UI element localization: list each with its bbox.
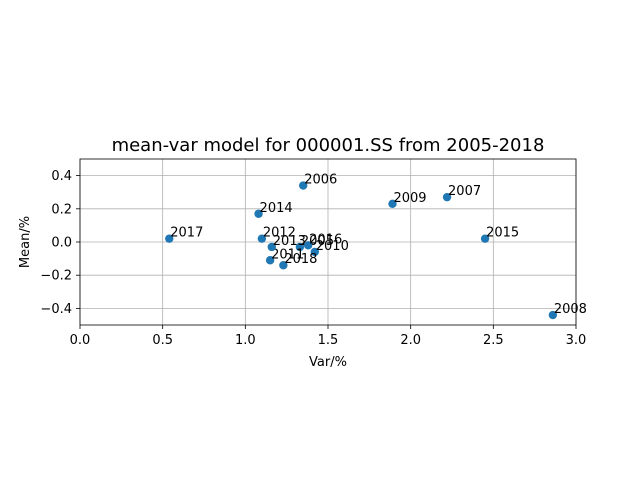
y-tick-label: −0.4 <box>40 302 72 317</box>
point-label: 2007 <box>448 184 481 199</box>
y-axis-label: Mean/% <box>18 216 33 268</box>
chart-title: mean-var model for 000001.SS from 2005-2… <box>112 135 545 156</box>
y-tick-label: 0.2 <box>51 202 72 217</box>
data-point <box>254 209 263 218</box>
data-point <box>267 242 276 252</box>
point-label: 2015 <box>486 226 519 241</box>
x-tick-label: 1.5 <box>318 333 339 348</box>
point-label: 2008 <box>554 302 587 317</box>
data-point <box>257 234 267 243</box>
axis-ticks: 0.0 0.5 1.0 1.5 2.0 2.5 3.0 −0.4 −0.2 0.0 0.2 0.4 <box>40 169 586 348</box>
data-point <box>265 256 275 265</box>
point-label: 2013 <box>273 234 306 249</box>
data-point <box>279 261 288 270</box>
data-point <box>480 234 490 243</box>
plot-frame <box>79 158 577 326</box>
data-point <box>303 241 313 250</box>
data-point <box>165 234 174 243</box>
x-tick-label: 2.5 <box>483 333 504 348</box>
y-tick-label: 0.4 <box>51 169 72 184</box>
point-label: 2012 <box>263 226 296 241</box>
point-label: 2010 <box>316 239 349 254</box>
point-label: 2017 <box>170 226 203 241</box>
grid <box>79 159 577 325</box>
data-point <box>442 192 452 202</box>
point-label: 2018 <box>284 252 317 267</box>
x-tick-label: 2.0 <box>400 333 421 348</box>
data-point <box>295 242 305 252</box>
point-label: 2011 <box>271 247 304 262</box>
data-point <box>548 310 558 320</box>
data-point <box>299 181 308 190</box>
x-tick-label: 0.0 <box>70 333 91 348</box>
y-tick-label: 0.0 <box>51 236 72 251</box>
data-point <box>310 247 319 257</box>
point-label: 2009 <box>393 191 426 206</box>
point-label: 2006 <box>304 173 337 188</box>
point-label: 2016 <box>309 232 342 247</box>
x-tick-label: 0.5 <box>152 333 173 348</box>
data-point <box>388 199 397 209</box>
y-tick-label: −0.2 <box>40 269 72 284</box>
x-axis-label: Var/% <box>309 355 347 370</box>
data-points: 2005200620072008200920102011201220132014… <box>165 173 587 320</box>
x-tick-label: 3.0 <box>566 333 587 348</box>
x-tick-label: 1.0 <box>235 333 256 348</box>
point-label: 2014 <box>260 201 293 216</box>
